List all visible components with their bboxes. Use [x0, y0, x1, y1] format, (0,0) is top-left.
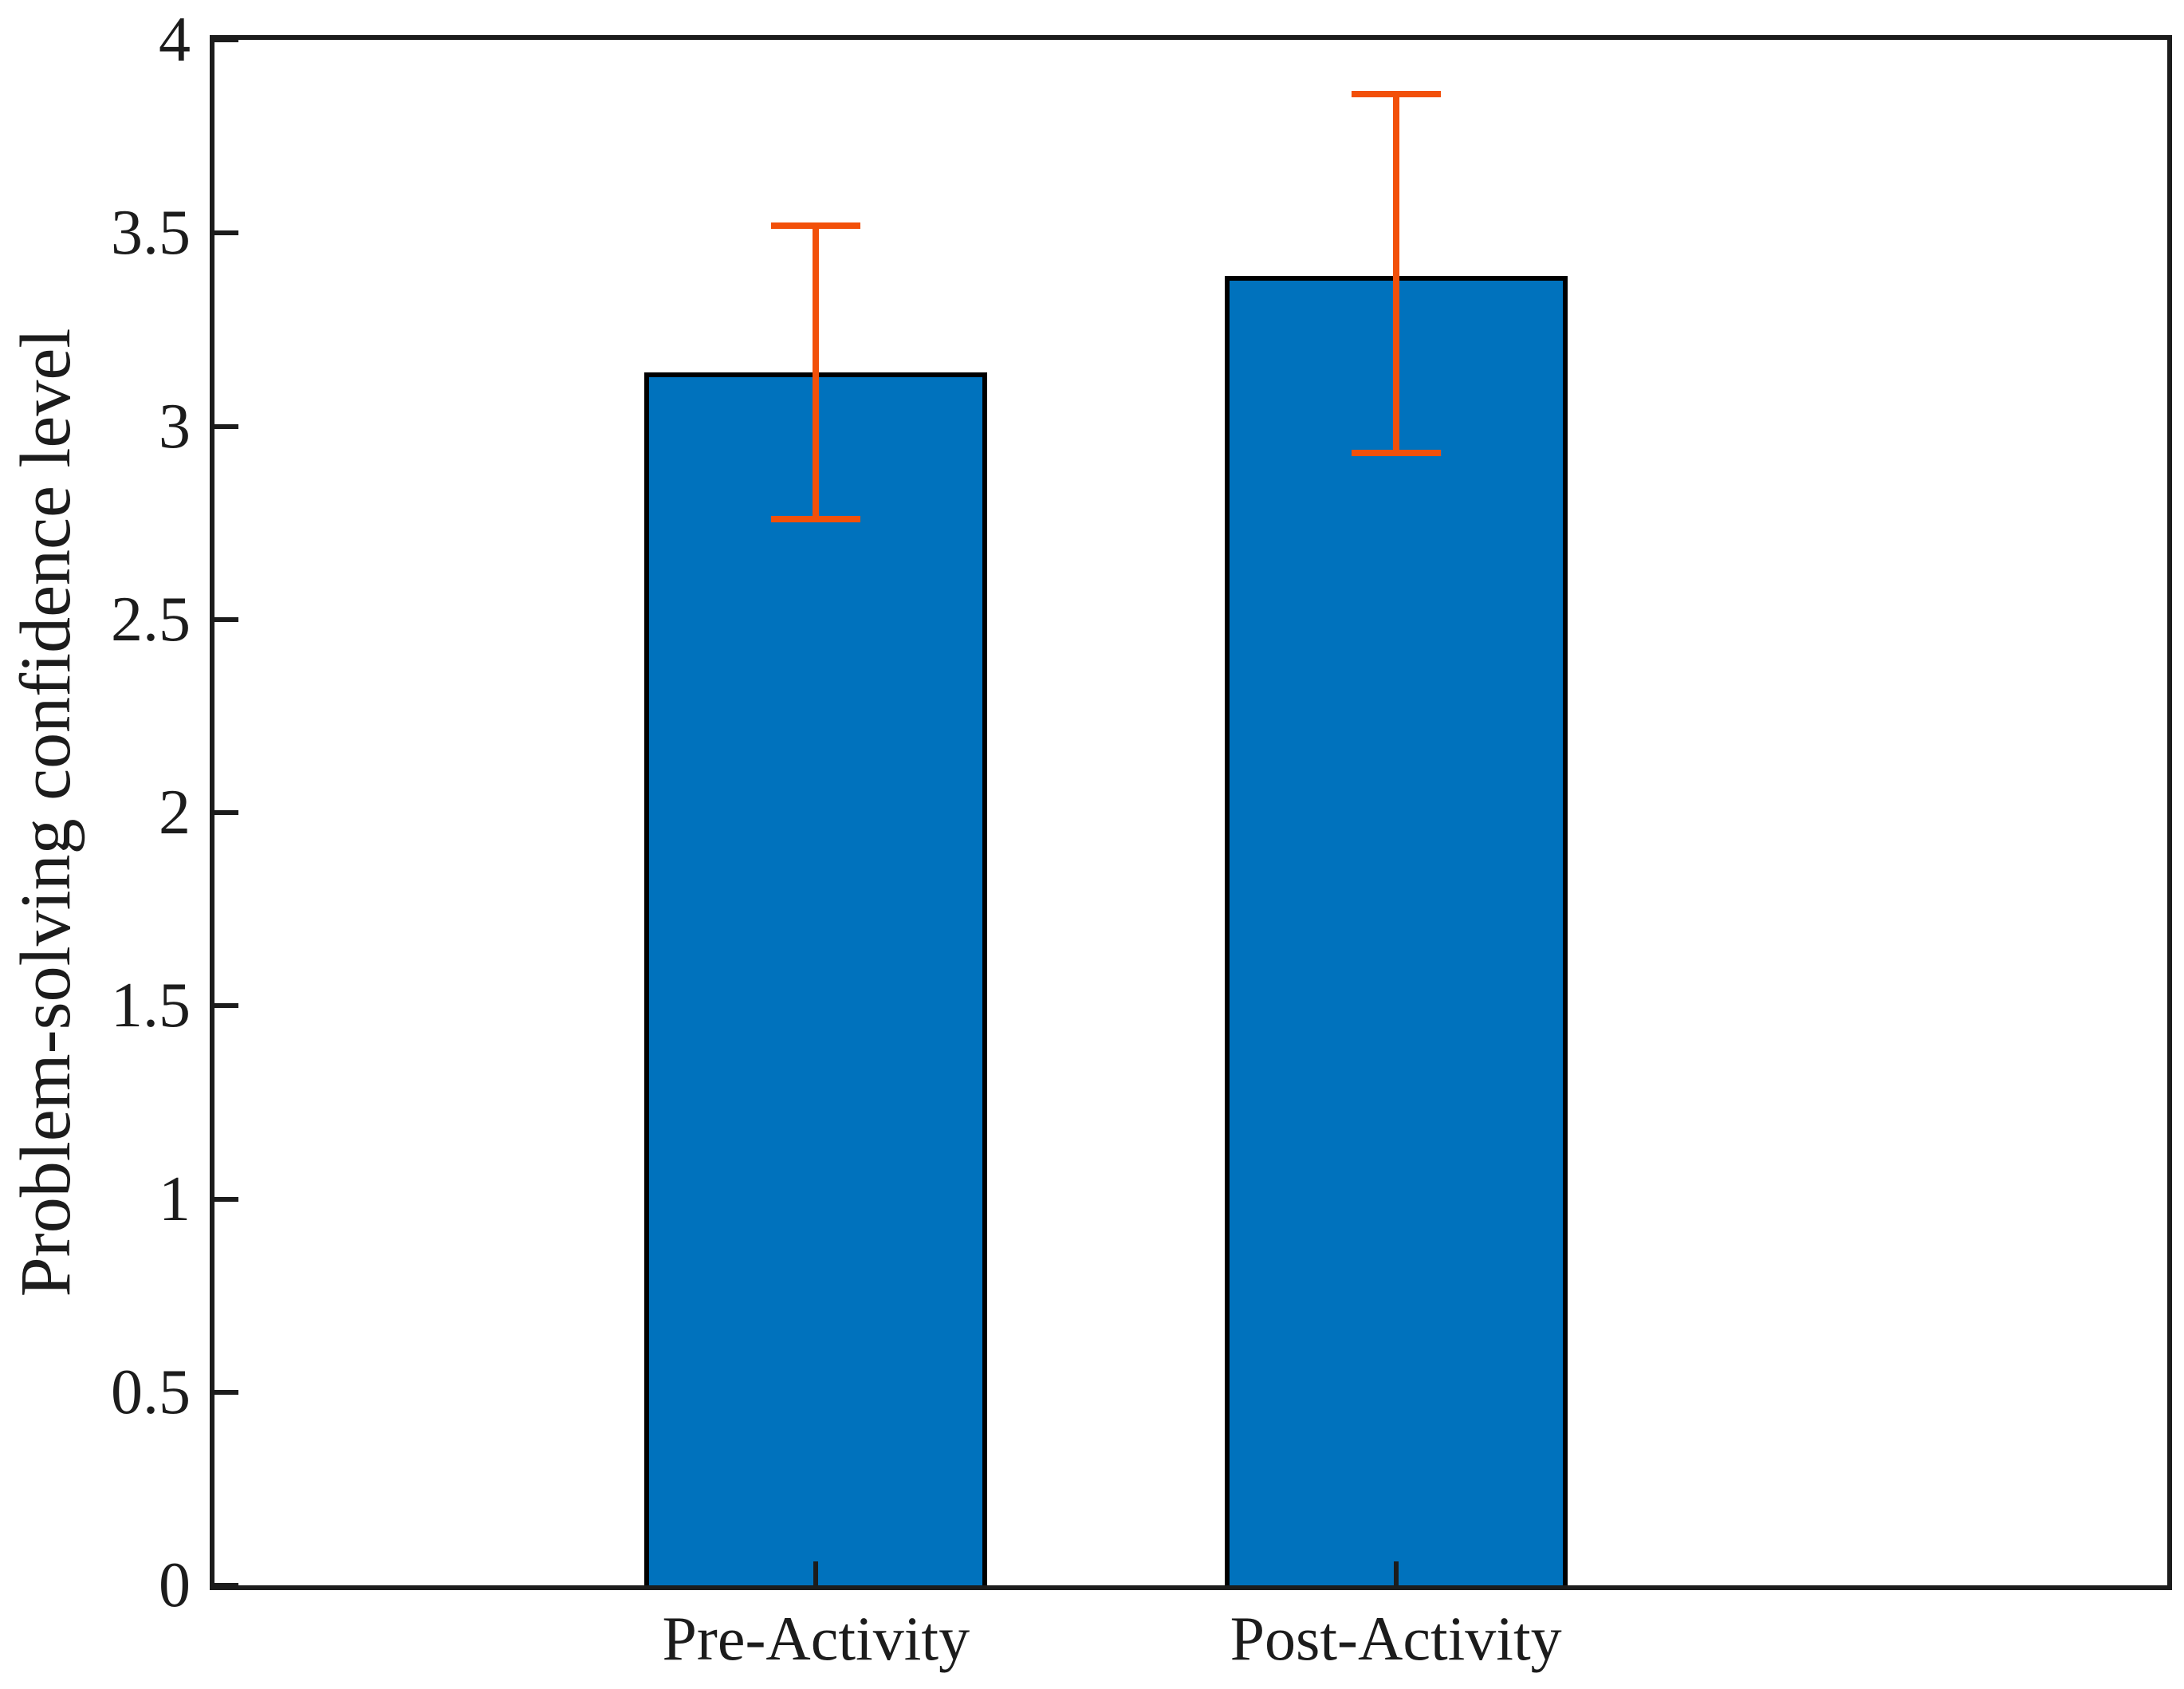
- error-bar-line-pre-activity: [813, 225, 820, 519]
- y-tick-mark: [214, 423, 238, 429]
- y-tick-label: 3: [159, 391, 191, 462]
- x-category-label-post-activity: Post-Activity: [1230, 1604, 1562, 1673]
- axes-box: [210, 35, 2172, 1590]
- y-tick-mark: [214, 230, 238, 236]
- y-tick-mark: [214, 1583, 238, 1588]
- y-tick-label: 1.5: [111, 970, 191, 1041]
- y-tick-mark: [214, 1389, 238, 1395]
- error-bar-top-cap-pre-activity: [771, 222, 861, 229]
- y-tick-mark: [214, 616, 238, 622]
- x-category-label-pre-activity: Pre-Activity: [662, 1604, 970, 1673]
- y-tick-label: 1: [159, 1163, 191, 1234]
- error-bar-bottom-cap-pre-activity: [771, 515, 861, 522]
- y-tick-label: 2.5: [111, 584, 191, 655]
- plot-area: [210, 35, 2172, 1590]
- bar-post-activity: [1224, 275, 1568, 1585]
- error-bar-bottom-cap-post-activity: [1351, 450, 1441, 457]
- y-tick-label: 0.5: [111, 1356, 191, 1427]
- y-tick-label: 0: [159, 1550, 191, 1620]
- error-bar-top-cap-post-activity: [1351, 90, 1441, 97]
- y-tick-label: 4: [159, 5, 191, 75]
- y-tick-mark: [214, 1196, 238, 1202]
- bar-pre-activity: [644, 372, 988, 1585]
- y-tick-mark: [214, 1003, 238, 1009]
- error-bar-line-post-activity: [1392, 93, 1399, 454]
- y-tick-label: 2: [159, 778, 191, 848]
- y-tick-mark: [214, 810, 238, 815]
- x-tick-mark: [813, 1561, 819, 1585]
- y-tick-label: 3.5: [111, 198, 191, 269]
- x-tick-mark: [1393, 1561, 1399, 1585]
- y-tick-mark: [214, 37, 238, 42]
